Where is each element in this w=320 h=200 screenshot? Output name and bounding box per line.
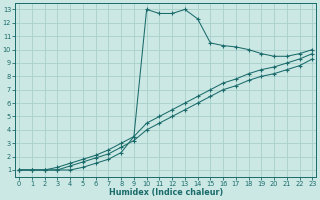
X-axis label: Humidex (Indice chaleur): Humidex (Indice chaleur)	[108, 188, 223, 197]
